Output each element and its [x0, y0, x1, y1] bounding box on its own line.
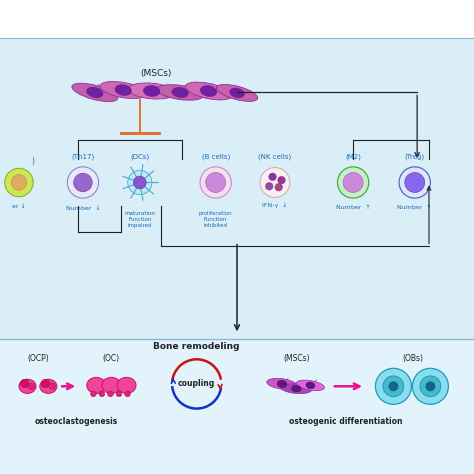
Text: er ↓: er ↓ [12, 204, 26, 209]
Ellipse shape [144, 85, 160, 97]
Ellipse shape [201, 85, 217, 97]
Circle shape [269, 173, 276, 181]
Circle shape [337, 167, 369, 198]
Text: (OBs): (OBs) [402, 355, 423, 363]
Ellipse shape [72, 83, 118, 101]
Ellipse shape [115, 85, 131, 95]
Circle shape [41, 379, 50, 388]
Circle shape [275, 183, 283, 191]
Text: (M2): (M2) [345, 153, 361, 160]
Ellipse shape [267, 378, 297, 390]
Circle shape [5, 168, 33, 197]
Ellipse shape [216, 84, 258, 101]
Text: (MSCs): (MSCs) [141, 69, 172, 78]
Circle shape [108, 391, 113, 397]
Circle shape [67, 167, 99, 198]
Circle shape [28, 383, 35, 390]
Ellipse shape [296, 380, 325, 391]
Circle shape [99, 391, 105, 397]
Text: (Treg): (Treg) [405, 153, 425, 160]
Circle shape [278, 176, 285, 184]
Ellipse shape [117, 377, 136, 393]
Ellipse shape [185, 82, 232, 100]
Text: ): ) [32, 157, 35, 165]
Ellipse shape [277, 380, 287, 388]
Text: IFN-γ  ↓: IFN-γ ↓ [262, 202, 288, 208]
Ellipse shape [87, 377, 106, 393]
Circle shape [399, 167, 430, 198]
Ellipse shape [281, 384, 311, 393]
Text: (MSCs): (MSCs) [283, 355, 310, 363]
Ellipse shape [87, 87, 103, 98]
Ellipse shape [292, 385, 301, 392]
Text: (B cells): (B cells) [201, 153, 230, 160]
Circle shape [265, 182, 273, 190]
Circle shape [260, 168, 290, 197]
FancyBboxPatch shape [0, 0, 474, 38]
Ellipse shape [40, 379, 57, 393]
Circle shape [405, 173, 425, 192]
Text: (NK cells): (NK cells) [258, 153, 292, 160]
Circle shape [412, 368, 448, 404]
Ellipse shape [306, 382, 315, 389]
Text: (OCP): (OCP) [27, 355, 49, 363]
Text: osteogenic differentiation: osteogenic differentiation [289, 418, 403, 426]
Circle shape [125, 391, 130, 397]
Text: proliferation
Function
inhibited: proliferation Function inhibited [199, 211, 232, 228]
Text: maturation
Function
impaired: maturation Function impaired [124, 211, 155, 228]
Ellipse shape [172, 87, 188, 98]
Circle shape [426, 382, 435, 391]
Circle shape [128, 171, 152, 195]
Circle shape [133, 176, 146, 189]
Text: (Th17): (Th17) [71, 153, 95, 160]
Ellipse shape [230, 88, 244, 98]
Circle shape [91, 391, 96, 397]
Text: Number  ↑: Number ↑ [336, 205, 371, 210]
Circle shape [20, 379, 29, 388]
Circle shape [383, 376, 404, 397]
Circle shape [11, 175, 27, 191]
Circle shape [389, 382, 398, 391]
Ellipse shape [100, 82, 146, 99]
Circle shape [420, 376, 441, 397]
Circle shape [116, 391, 122, 397]
Text: osteoclastogenesis: osteoclastogenesis [34, 418, 118, 426]
Circle shape [73, 173, 92, 192]
Circle shape [375, 368, 411, 404]
Text: (OC): (OC) [103, 355, 120, 363]
Ellipse shape [19, 379, 36, 393]
Ellipse shape [102, 377, 121, 393]
Ellipse shape [156, 85, 204, 100]
Text: Number  ↓: Number ↓ [65, 206, 100, 211]
Circle shape [206, 173, 226, 192]
Text: Bone remodeling: Bone remodeling [154, 343, 240, 351]
Text: (DCs): (DCs) [130, 153, 149, 160]
Text: coupling: coupling [178, 380, 215, 388]
Circle shape [49, 383, 55, 390]
Circle shape [343, 173, 363, 192]
Text: Number  ↑: Number ↑ [397, 205, 432, 210]
Ellipse shape [128, 83, 175, 99]
Circle shape [200, 167, 231, 198]
FancyBboxPatch shape [0, 339, 474, 474]
